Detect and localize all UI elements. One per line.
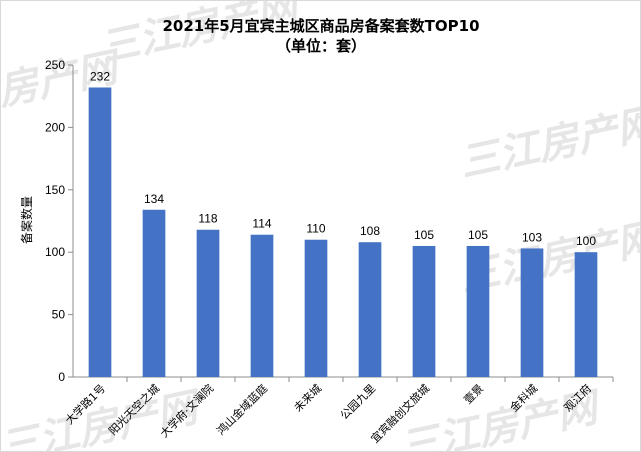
bar <box>520 248 544 377</box>
bar <box>196 229 220 377</box>
data-label: 103 <box>522 230 542 244</box>
bar <box>250 234 274 377</box>
data-label: 114 <box>252 217 271 231</box>
data-label: 105 <box>468 228 488 242</box>
y-tick-label: 200 <box>45 120 65 134</box>
data-label: 108 <box>360 224 380 238</box>
bar <box>574 252 598 377</box>
x-tick-label: 未来城 <box>292 382 325 415</box>
chart-title: 2021年5月宜宾主城区商品房备案套数TOP10 <box>162 17 479 35</box>
chart-subtitle: （单位：套） <box>276 37 366 55</box>
y-tick-label: 100 <box>45 245 65 259</box>
x-tick-label: 公园九里 <box>338 382 378 422</box>
bar <box>142 209 166 377</box>
data-label: 100 <box>576 234 596 248</box>
x-tick-label: 鸿山金域蓝庭 <box>214 381 271 438</box>
x-tick-label: 壹景 <box>461 382 486 407</box>
bar <box>88 87 112 378</box>
y-tick-label: 250 <box>45 58 65 72</box>
y-tick-label: 0 <box>58 370 65 384</box>
watermark-text: 三江房产网 <box>456 99 640 187</box>
bar <box>466 245 490 377</box>
data-label: 232 <box>90 69 110 83</box>
data-label: 134 <box>144 192 164 206</box>
data-label: 110 <box>306 222 325 236</box>
y-tick-label: 50 <box>52 308 66 322</box>
axes: 0 50 100 150 200 250 <box>45 58 613 384</box>
data-label: 105 <box>414 228 434 242</box>
bar <box>304 239 328 377</box>
data-label: 118 <box>198 212 217 226</box>
y-tick-label: 150 <box>45 183 65 197</box>
y-axis-label: 备案数量 <box>19 196 34 244</box>
bar <box>412 245 436 377</box>
bar <box>358 242 382 377</box>
